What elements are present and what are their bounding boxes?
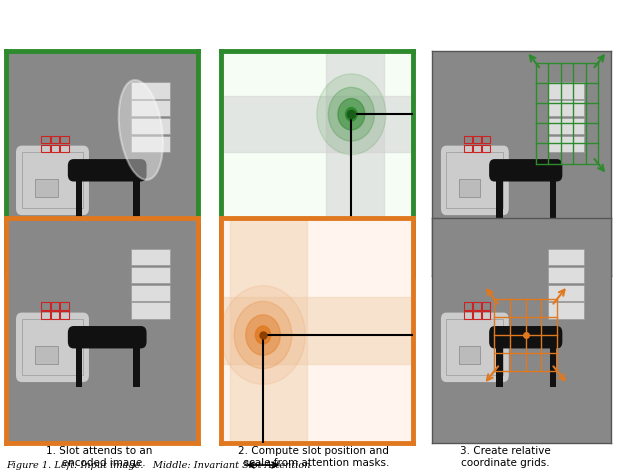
Bar: [133, 173, 140, 220]
FancyBboxPatch shape: [68, 327, 147, 349]
Bar: [131, 303, 170, 320]
Bar: [60, 136, 69, 144]
Bar: [51, 136, 60, 144]
Bar: [548, 100, 584, 117]
Bar: [482, 136, 490, 144]
Circle shape: [246, 315, 280, 356]
Bar: [41, 312, 50, 320]
Bar: [473, 303, 481, 311]
Bar: [464, 303, 472, 311]
Bar: [548, 303, 584, 320]
Bar: [51, 145, 60, 153]
FancyBboxPatch shape: [441, 146, 509, 216]
Bar: [131, 136, 170, 153]
Bar: [133, 340, 140, 387]
Text: 2. Compute slot position and
  scale from attention masks.: 2. Compute slot position and scale from …: [237, 445, 390, 466]
Bar: [131, 100, 170, 117]
Bar: [548, 285, 584, 302]
Bar: [464, 136, 472, 144]
Bar: [41, 303, 50, 311]
Ellipse shape: [118, 81, 163, 180]
Bar: [459, 347, 480, 365]
Bar: [22, 320, 83, 376]
Bar: [548, 267, 584, 284]
Bar: [482, 312, 490, 320]
Bar: [548, 119, 584, 135]
Circle shape: [255, 327, 271, 344]
Bar: [464, 145, 472, 153]
Circle shape: [338, 99, 365, 131]
FancyBboxPatch shape: [16, 146, 89, 216]
FancyBboxPatch shape: [489, 160, 563, 182]
Bar: [473, 136, 481, 144]
FancyBboxPatch shape: [489, 327, 563, 349]
Text: (p₂, s₂): (p₂, s₂): [455, 320, 464, 350]
Bar: [41, 136, 50, 144]
Circle shape: [221, 286, 305, 385]
Bar: [326, 52, 384, 276]
Bar: [473, 145, 481, 153]
Text: 3. Create relative
coordinate grids.: 3. Create relative coordinate grids.: [460, 445, 551, 466]
Circle shape: [234, 302, 292, 369]
Bar: [131, 267, 170, 284]
Bar: [131, 119, 170, 135]
Text: (p₂, s₂): (p₂, s₂): [455, 100, 464, 130]
Bar: [482, 303, 490, 311]
Bar: [459, 180, 480, 198]
Bar: [548, 82, 584, 99]
Bar: [548, 136, 584, 153]
Bar: [221, 297, 413, 365]
Bar: [464, 312, 472, 320]
FancyBboxPatch shape: [68, 160, 147, 182]
Bar: [51, 303, 60, 311]
Bar: [76, 173, 83, 220]
Bar: [230, 219, 307, 443]
Bar: [35, 180, 58, 198]
FancyBboxPatch shape: [441, 313, 509, 382]
Bar: [550, 173, 556, 220]
Bar: [221, 97, 413, 153]
FancyBboxPatch shape: [16, 313, 89, 382]
Bar: [482, 145, 490, 153]
Bar: [496, 173, 502, 220]
Bar: [60, 312, 69, 320]
Bar: [35, 347, 58, 365]
Text: Figure 1. Left: Input image.   Middle: Invariant Slot Attention: Figure 1. Left: Input image. Middle: Inv…: [6, 460, 311, 469]
Bar: [60, 303, 69, 311]
Text: 1. Slot attends to an
   encoded image.: 1. Slot attends to an encoded image.: [46, 445, 152, 466]
Bar: [76, 340, 83, 387]
Bar: [446, 153, 504, 209]
Bar: [41, 145, 50, 153]
Bar: [446, 320, 504, 376]
Bar: [60, 145, 69, 153]
Circle shape: [328, 88, 374, 142]
Bar: [51, 312, 60, 320]
Bar: [22, 153, 83, 209]
Circle shape: [317, 75, 386, 155]
Bar: [548, 249, 584, 266]
Bar: [550, 340, 556, 387]
Bar: [496, 340, 502, 387]
Bar: [131, 82, 170, 99]
Bar: [131, 285, 170, 302]
Bar: [473, 312, 481, 320]
Circle shape: [346, 109, 357, 122]
Text: (p₁, s₁): (p₁, s₁): [336, 317, 367, 326]
Bar: [131, 249, 170, 266]
